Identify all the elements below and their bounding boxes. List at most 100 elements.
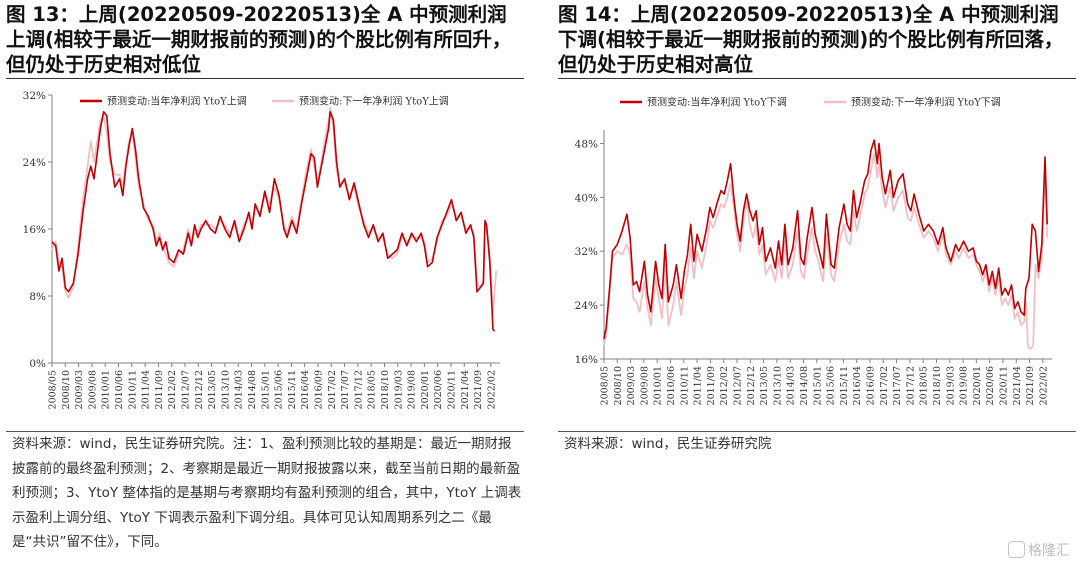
chart1-x-tick-label: 2015/06	[826, 366, 837, 405]
chart0-y-tick-label: 24%	[23, 157, 46, 169]
chart1-x-tick-label: 2017/12	[905, 366, 916, 405]
chart1-x-tick-label: 2009/08	[639, 366, 650, 405]
figure-13-source-rule	[6, 431, 524, 432]
chart1-x-tick-label: 2017/02	[879, 366, 890, 405]
chart0-x-tick-label: 2020/11	[446, 370, 457, 409]
chart0-x-tick-label: 2015/11	[287, 370, 298, 409]
chart0-x-tick-label: 2017/02	[327, 370, 338, 409]
chart1-x-tick-label: 2011/09	[706, 366, 717, 405]
chart0-x-tick-label: 2018/10	[380, 370, 391, 409]
figure-13-line-chart: 0% 8% 16% 24% 32% 2008/05 2008/10 2009/03 2009/0…	[23, 90, 500, 409]
chart0-x-tick-label: 2008/05	[48, 370, 59, 409]
chart1-x-tick-label: 2013/05	[759, 366, 770, 405]
chart1-x-tick-label: 2019/03	[945, 366, 956, 405]
chart1-x-tick-label: 2019/08	[959, 366, 970, 405]
chart1-x-tick-label: 2021/09	[1025, 366, 1036, 405]
chart1-x-tick-label: 2020/01	[972, 366, 983, 405]
chart0-y-tick-label: 32%	[23, 90, 46, 102]
chart1-x-tick-label: 2014/08	[799, 366, 810, 405]
chart1-y-tick-label: 24%	[575, 300, 598, 312]
figure-13-panel: 图 13：上周(20220509-20220513)全 A 中预测利润上调(相较…	[0, 0, 528, 564]
chart0-x-tick-label: 2014/03	[234, 370, 245, 409]
chart0-x-tick-label: 2013/10	[220, 370, 231, 409]
chart0-x-tick-label: 2019/03	[393, 370, 404, 409]
chart1-y-tick-label: 16%	[575, 354, 598, 366]
figure-13-title: 图 13：上周(20220509-20220513)全 A 中预测利润上调(相较…	[6, 3, 512, 76]
chart1-series-current-year-line	[603, 139, 1048, 339]
chart0-x-tick-label: 2010/11	[127, 370, 138, 409]
chart0-x-tick-label: 2018/05	[367, 370, 378, 409]
chart1-legend-label: 预测变动:下一年净利润 YtoY下调	[851, 96, 1001, 109]
chart0-x-tick-label: 2014/08	[247, 370, 258, 409]
chart0-x-tick-label: 2015/01	[260, 370, 271, 409]
chart1-x-tick-label: 2017/07	[892, 366, 903, 405]
chart1-x-tick-label: 2010/01	[653, 366, 664, 405]
chart1-x-tick-label: 2013/10	[772, 366, 783, 405]
chart0-x-tick-label: 2009/08	[87, 370, 98, 409]
chart0-x-tick-label: 2015/06	[274, 370, 285, 409]
chart0-y-tick-label: 16%	[23, 224, 46, 236]
chart0-x-tick-label: 2021/04	[460, 370, 471, 409]
chart0-y-tick-label: 0%	[29, 358, 46, 370]
chart1-y-tick-label: 48%	[575, 138, 598, 150]
chart0-x-tick-label: 2012/12	[194, 370, 205, 409]
figure-14-title-rule	[558, 78, 1076, 79]
chart0-series-current-year-line	[51, 111, 496, 332]
chart0-legend-label: 预测变动:当年净利润 YtoY上调	[107, 95, 247, 108]
chart1-x-tick-label: 2008/10	[613, 366, 624, 405]
chart1-x-tick-label: 2020/11	[998, 366, 1009, 405]
chart1-series-next-year-line	[603, 152, 1049, 350]
chart0-x-tick-label: 2010/06	[114, 370, 125, 409]
chart1-x-tick-label: 2011/04	[693, 366, 704, 405]
chart1-legend-label: 预测变动:当年净利润 YtoY下调	[647, 96, 787, 109]
chart0-x-tick-label: 2009/03	[74, 370, 85, 409]
chart0-x-tick-label: 2020/06	[433, 370, 444, 409]
chart0-x-tick-label: 2012/07	[180, 370, 191, 409]
chart1-x-tick-label: 2014/03	[786, 366, 797, 405]
chart1-x-tick-label: 2018/10	[932, 366, 943, 405]
chart1-x-tick-label: 2008/05	[600, 366, 611, 405]
figure-14-source-note: 资料来源：wind，民生证券研究院	[564, 436, 772, 452]
chart0-x-tick-label: 2011/09	[154, 370, 165, 409]
chart1-y-tick-label: 32%	[575, 246, 598, 258]
chart0-y-tick-label: 8%	[29, 291, 46, 303]
watermark-text: 格隆汇	[1028, 543, 1070, 559]
chart0-legend-label: 预测变动:下一年净利润 YtoY上调	[299, 95, 449, 108]
chart0-x-tick-label: 2010/01	[101, 370, 112, 409]
figure-14-source-rule	[558, 431, 1076, 432]
chart0-x-tick-label: 2013/05	[207, 370, 218, 409]
figure-14-panel: 图 14：上周(20220509-20220513)全 A 中预测利润下调(相较…	[552, 0, 1080, 564]
chart1-y-tick-label: 40%	[575, 192, 598, 204]
chart0-x-tick-label: 2017/12	[353, 370, 364, 409]
chart0-x-tick-label: 2011/04	[141, 370, 152, 409]
chart1-x-tick-label: 2015/01	[812, 366, 823, 405]
chart1-x-tick-label: 2016/09	[865, 366, 876, 405]
chart0-x-tick-label: 2017/07	[340, 370, 351, 409]
figure-14-title: 图 14：上周(20220509-20220513)全 A 中预测利润下调(相较…	[558, 3, 1064, 76]
chart1-x-tick-label: 2020/06	[985, 366, 996, 405]
chart1-x-tick-label: 2012/07	[732, 366, 743, 405]
chart1-x-tick-label: 2012/12	[746, 366, 757, 405]
chart0-x-tick-label: 2022/02	[486, 370, 497, 409]
chart1-x-tick-label: 2012/02	[719, 366, 730, 405]
chart1-x-tick-label: 2018/05	[919, 366, 930, 405]
chart0-x-tick-label: 2019/08	[407, 370, 418, 409]
chart0-x-tick-label: 2008/10	[61, 370, 72, 409]
figure-13-title-rule	[6, 78, 524, 79]
chart0-x-tick-label: 2016/09	[313, 370, 324, 409]
chart0-x-tick-label: 2021/09	[473, 370, 484, 409]
chart0-x-tick-label: 2016/04	[300, 370, 311, 409]
chart0-x-tick-label: 2012/02	[167, 370, 178, 409]
chart1-x-tick-label: 2015/11	[839, 366, 850, 405]
figure-13-source-note: 资料来源：wind，民生证券研究院。注：1、盈利预测比较的基期是：最近一期财报披…	[12, 436, 522, 550]
chart0-series-next-year-line	[51, 106, 498, 314]
chart1-x-tick-label: 2021/04	[1012, 366, 1023, 405]
watermark-logo-icon	[1008, 541, 1025, 558]
watermark: 格隆汇	[1008, 540, 1070, 560]
chart1-x-tick-label: 2010/11	[679, 366, 690, 405]
chart1-x-tick-label: 2022/02	[1038, 366, 1049, 405]
chart1-x-tick-label: 2010/06	[666, 366, 677, 405]
chart1-x-tick-label: 2009/03	[626, 366, 637, 405]
chart0-x-tick-label: 2020/01	[420, 370, 431, 409]
chart1-x-tick-label: 2016/04	[852, 366, 863, 405]
